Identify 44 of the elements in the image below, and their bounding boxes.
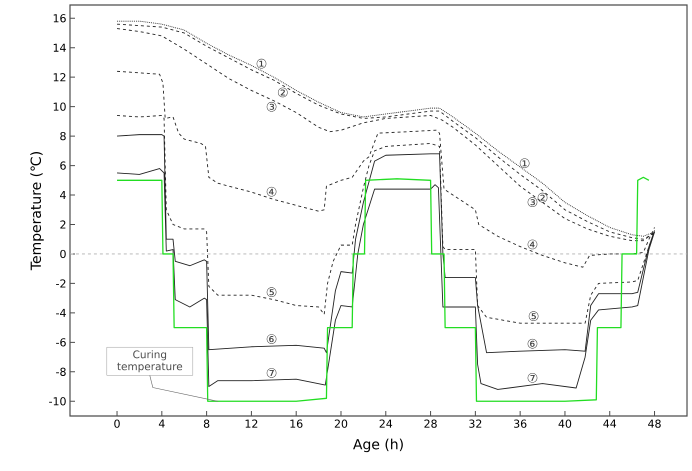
y-tick-label: 2: [60, 220, 66, 229]
y-tick-label: -4: [56, 308, 66, 317]
text: ③: [528, 197, 538, 207]
series-label: ⑤: [266, 287, 276, 297]
series-label: ⑦: [528, 373, 538, 383]
text: ④: [266, 186, 276, 197]
text: ⑥: [528, 338, 538, 349]
x-tick-label: 24: [380, 420, 392, 428]
y-tick-label: 14: [54, 44, 66, 52]
x-tick-label: 20: [334, 420, 348, 428]
text: ①: [520, 158, 530, 168]
x-tick-label: 4: [158, 420, 165, 428]
annotation: Curing temperature: [117, 350, 182, 372]
x-tick-label: 48: [648, 420, 661, 428]
y-tick-label: 6: [60, 161, 66, 170]
y-tick-label: 16: [54, 14, 66, 22]
y-tick-label: -6: [56, 338, 66, 346]
y-tick-label: 10: [54, 102, 66, 111]
x-tick-label: 28: [424, 420, 437, 428]
x-axis-title: Age (h): [353, 438, 403, 452]
y-axis-title: Temperature (℃): [30, 152, 44, 270]
y-tick-label: -2: [56, 279, 66, 288]
x-tick-label: 0: [114, 420, 120, 428]
x-tick-label: 44: [603, 420, 616, 428]
x-tick-label: 8: [204, 420, 210, 428]
series-label: ①: [256, 58, 266, 68]
text: ⑤: [528, 311, 538, 321]
text: ②: [538, 192, 548, 202]
x-tick-label: 12: [246, 420, 258, 428]
y-tick-label: -8: [56, 368, 66, 376]
text: ⑦: [266, 368, 276, 378]
y-tick-label: 12: [54, 73, 66, 82]
series-label: ④: [528, 240, 538, 250]
series-label: ⑥: [266, 334, 276, 344]
y-tick-label: 8: [60, 132, 66, 140]
series-label: ②: [278, 88, 288, 98]
x-tick-label: 32: [469, 420, 482, 428]
y-tick-label: 4: [60, 191, 66, 200]
y-tick-label: 0: [60, 250, 66, 258]
y-tick-label: -10: [49, 397, 66, 406]
series-label: ③: [266, 102, 276, 112]
x-tick-label: 36: [514, 420, 526, 428]
x-tick-label: 40: [558, 420, 572, 428]
x-tick-label: 16: [290, 420, 302, 428]
